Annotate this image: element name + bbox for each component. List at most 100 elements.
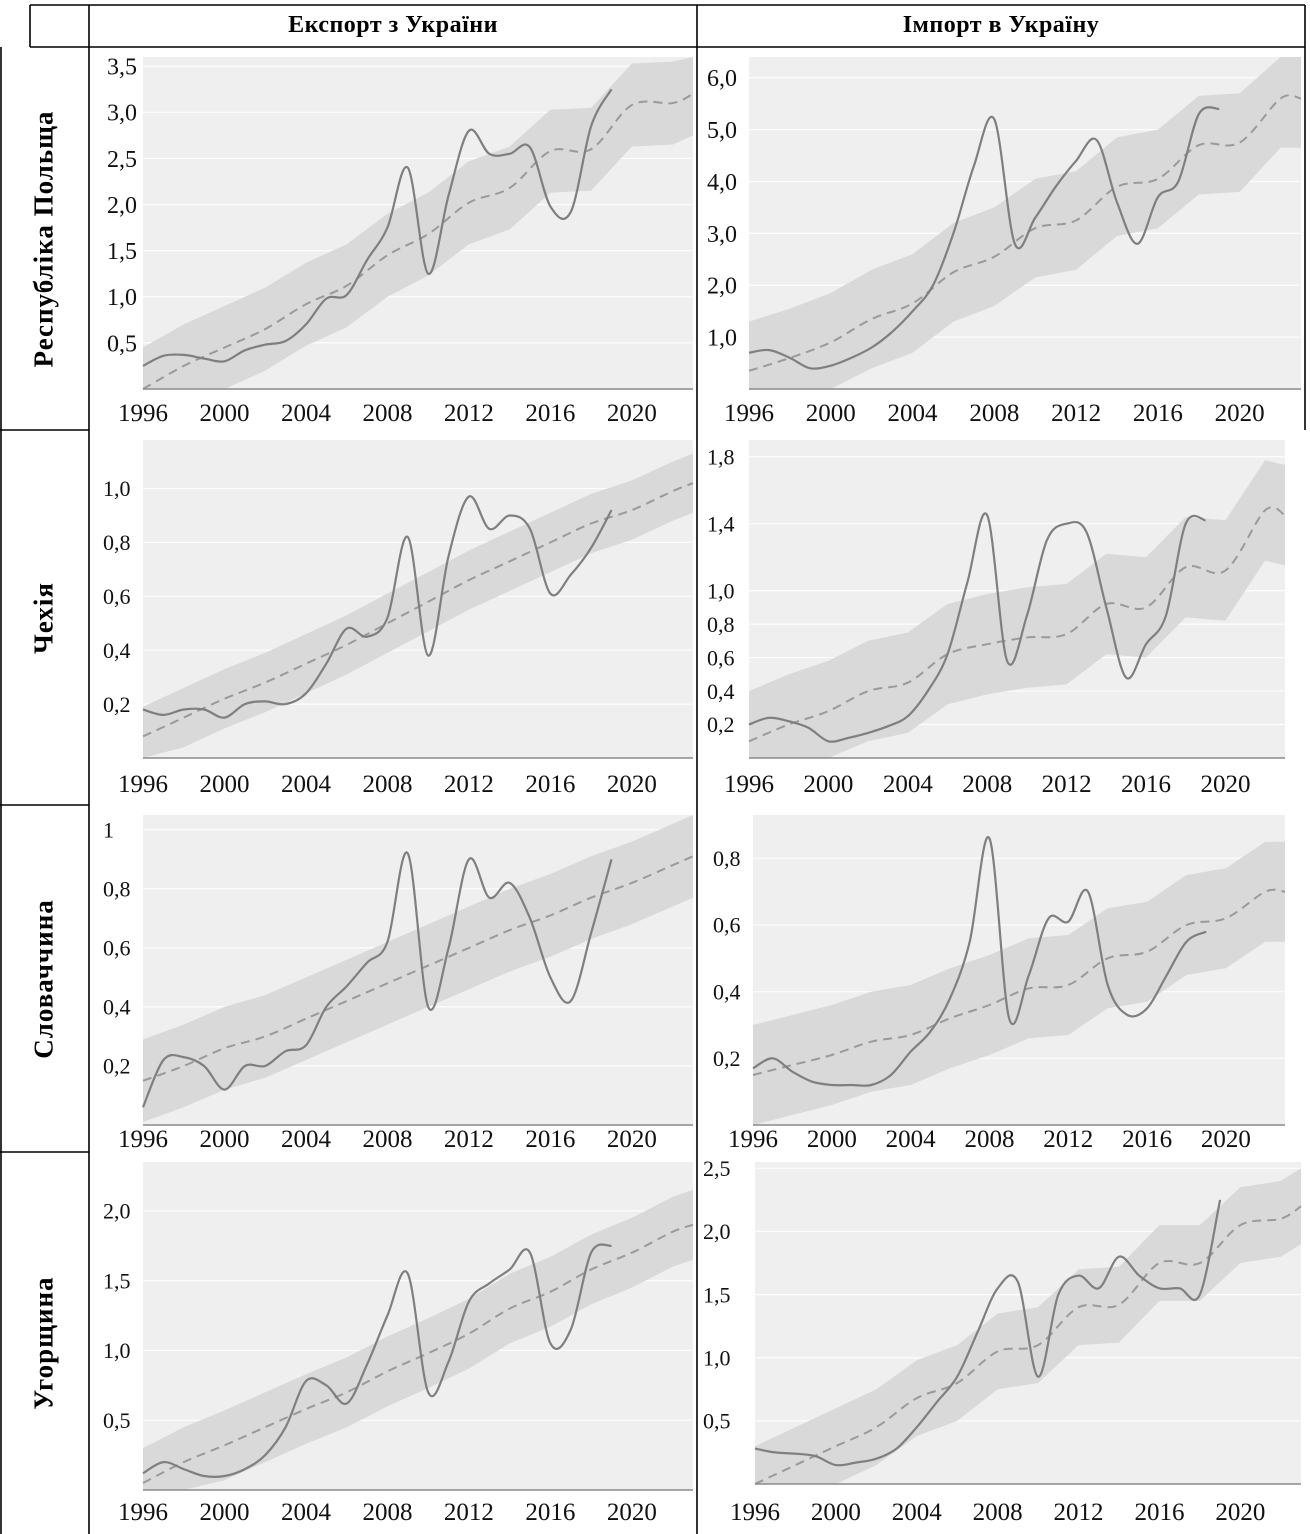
y-tick-label: 4,0: [707, 170, 737, 196]
y-tick-label: 2,0: [703, 1219, 731, 1244]
x-tick-label: 2004: [281, 771, 332, 798]
x-tick-label: 2000: [803, 771, 853, 798]
x-tick-label: 2016: [525, 1126, 575, 1153]
x-tick-label: 2012: [1054, 1499, 1104, 1526]
actual-line: [752, 836, 1207, 1087]
x-tick-label: 2016: [1134, 1499, 1184, 1526]
actual-line: [142, 495, 613, 719]
y-tick-label: 5,0: [707, 118, 737, 144]
forecast-line: [748, 94, 1302, 372]
row-label-czechia: Чехія: [0, 430, 88, 805]
y-tick-label: 1,0: [707, 326, 737, 352]
x-tick-label: 2000: [199, 400, 249, 427]
x-tick-label: 2020: [607, 400, 657, 427]
x-tick-label: 2020: [607, 1499, 657, 1526]
y-tick-label: 1,0: [107, 285, 137, 311]
y-tick-label: 0,6: [103, 936, 131, 961]
y-tick-label: 1,5: [703, 1282, 731, 1307]
x-tick-label: 2016: [1121, 771, 1171, 798]
y-tick-label: 2,0: [707, 274, 737, 300]
x-tick-label: 2004: [886, 1126, 937, 1153]
x-tick-label: 2004: [883, 771, 934, 798]
y-tick-label: 2,0: [103, 1199, 131, 1224]
x-tick-label: 2016: [1133, 400, 1183, 427]
confidence-band: [755, 1168, 1301, 1484]
x-tick-label: 2000: [199, 1126, 249, 1153]
x-tick-label: 1996: [730, 1499, 780, 1526]
row-label-poland: Республіка Польща: [0, 47, 88, 430]
x-tick-label: 2008: [362, 771, 412, 798]
x-tick-label: 2008: [362, 400, 412, 427]
y-tick-label: 0,4: [707, 679, 735, 704]
row-label-text: Угорщина: [28, 1276, 59, 1410]
x-tick-label: 2004: [281, 400, 332, 427]
y-tick-label: 6,0: [707, 66, 737, 92]
y-tick-label: 0,2: [103, 1054, 131, 1079]
y-tick-label: 0,2: [103, 692, 131, 717]
y-tick-label: 1,4: [707, 511, 735, 536]
x-tick-label: 2008: [969, 400, 1019, 427]
y-tick-label: 3,0: [107, 101, 137, 127]
actual-line: [141, 851, 613, 1108]
x-tick-label: 1996: [118, 771, 168, 798]
x-tick-label: 2012: [444, 1126, 494, 1153]
y-tick-label: 0,5: [703, 1409, 731, 1434]
y-tick-label: 1,5: [103, 1268, 131, 1293]
x-tick-label: 2016: [525, 771, 575, 798]
x-tick-label: 2016: [525, 1499, 575, 1526]
chart-slovakia-export: 0,2 0,4 0,6 0,8 1 1996 2000 2004 2008 2012 2016 202…: [103, 815, 694, 1153]
confidence-band: [749, 460, 1285, 758]
x-tick-label: 2008: [964, 1126, 1014, 1153]
x-tick-label: 2012: [1043, 1126, 1093, 1153]
x-tick-label: 2020: [1215, 1499, 1265, 1526]
y-tick-label: 1,0: [103, 1338, 131, 1363]
x-tick-label: 2008: [362, 1126, 412, 1153]
x-tick-label: 2000: [807, 1126, 857, 1153]
confidence-band: [753, 841, 1285, 1125]
x-tick-label: 2012: [444, 400, 494, 427]
x-tick-label: 2016: [525, 400, 575, 427]
y-tick-label: 1,0: [103, 476, 131, 501]
x-tick-label: 2020: [1215, 400, 1265, 427]
x-tick-label: 2004: [281, 1499, 332, 1526]
y-tick-label: 2,5: [703, 1156, 731, 1181]
y-tick-label: 0,4: [103, 638, 131, 663]
confidence-band: [749, 57, 1301, 389]
y-tick-label: 0,4: [713, 979, 741, 1004]
x-tick-label: 2008: [362, 1499, 412, 1526]
x-tick-label: 2020: [1201, 1126, 1251, 1153]
y-tick-label: 0,8: [103, 530, 131, 555]
actual-line: [748, 106, 1220, 370]
row-label-slovakia: Словаччина: [0, 805, 88, 1152]
forecast-line: [752, 888, 1286, 1076]
y-tick-label: 0,8: [103, 877, 131, 902]
y-tick-label: 0,6: [707, 645, 735, 670]
x-tick-label: 2020: [607, 1126, 657, 1153]
x-tick-label: 2012: [1042, 771, 1092, 798]
x-tick-label: 2000: [199, 771, 249, 798]
x-tick-label: 2000: [806, 400, 856, 427]
chart-poland-import: 1,0 2,0 3,0 4,0 5,0 6,0 1996 2000 2004 2008 2012 20…: [707, 57, 1302, 427]
x-tick-label: 2016: [1122, 1126, 1172, 1153]
y-tick-label: 0,5: [107, 331, 137, 357]
x-tick-label: 1996: [118, 1499, 168, 1526]
actual-line: [748, 512, 1206, 743]
y-tick-label: 0,6: [713, 913, 741, 938]
y-tick-label: 1,0: [703, 1345, 731, 1370]
x-tick-label: 2004: [281, 1126, 332, 1153]
y-tick-label: 3,5: [107, 55, 137, 81]
forecast-line: [142, 1223, 694, 1484]
y-tick-label: 1,8: [707, 444, 735, 469]
chart-poland-export: 0,5 1,0 1,5 2,0 2,5 3,0 3,5 1996 2000 2004 2008 201…: [107, 55, 694, 427]
y-tick-label: 0,2: [713, 1046, 741, 1071]
row-label-text: Чехія: [28, 581, 59, 654]
y-tick-label: 1: [103, 817, 114, 842]
actual-line: [142, 88, 613, 367]
x-tick-label: 2012: [444, 1499, 494, 1526]
row-label-text: Словаччина: [28, 898, 59, 1059]
row-label-hungary: Угорщина: [0, 1152, 88, 1534]
forecast-line: [754, 1205, 1302, 1485]
row-label-text: Республіка Польща: [28, 110, 59, 367]
y-tick-label: 2,0: [107, 193, 137, 219]
